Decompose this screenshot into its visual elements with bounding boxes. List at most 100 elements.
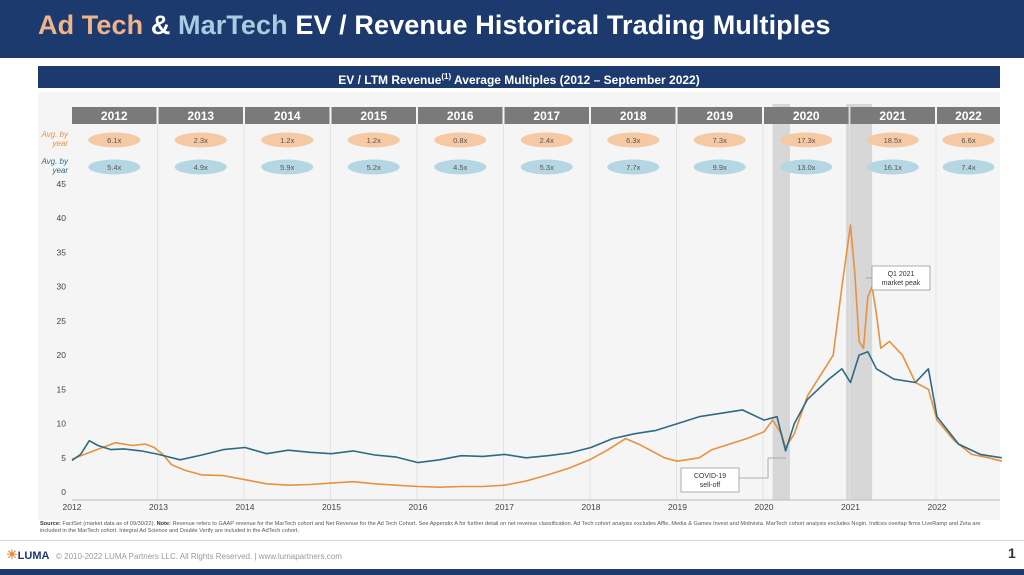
martech-avg-2013: 4.9x: [194, 163, 208, 172]
x-tick-2018: 2018: [582, 502, 601, 512]
adtech-pill-2021: [866, 132, 919, 148]
year-label-2020: 2020: [793, 109, 820, 123]
y-tick-35: 35: [57, 247, 67, 257]
source-note: Source: FactSet (market data as of 09/30…: [40, 521, 1000, 535]
martech-pill-2016: [434, 159, 487, 175]
martech-row-label-line2: year: [51, 166, 68, 175]
martech-pill-2013: [174, 159, 227, 175]
y-tick-5: 5: [61, 453, 66, 463]
series-line-martech: [71, 350, 1003, 464]
adtech-avg-2018: 6.3x: [626, 136, 640, 145]
year-header-2018: [591, 107, 676, 124]
adtech-pill-2022: [942, 132, 995, 148]
year-label-2019: 2019: [706, 109, 733, 123]
adtech-avg-2019: 7.3x: [713, 136, 727, 145]
martech-pill-2020: [780, 159, 833, 175]
year-label-2021: 2021: [879, 109, 906, 123]
x-tick-2021: 2021: [841, 502, 860, 512]
title-amp: &: [143, 10, 179, 40]
adtech-pill-2015: [347, 132, 400, 148]
note-label: Note:: [156, 521, 171, 527]
martech-pill-2014: [261, 159, 314, 175]
year-label-2016: 2016: [447, 109, 474, 123]
x-tick-2014: 2014: [236, 502, 255, 512]
adtech-pill-2018: [607, 132, 660, 148]
annotation-box-covid: [680, 467, 740, 493]
sun-icon: ☀: [6, 547, 18, 562]
adtech-pill-2013: [174, 132, 227, 148]
x-tick-2012: 2012: [63, 502, 82, 512]
martech-pill-2019: [693, 159, 746, 175]
martech-avg-2019: 9.9x: [713, 163, 727, 172]
martech-avg-2016: 4.5x: [453, 163, 467, 172]
martech-avg-2022: 7.4x: [961, 163, 975, 172]
x-tick-2019: 2019: [668, 502, 687, 512]
logo-text: LUMA: [17, 550, 50, 562]
martech-avg-2012: 5.4x: [107, 163, 121, 172]
year-header-2019: [677, 107, 762, 124]
year-header-2016: [418, 107, 503, 124]
year-label-2014: 2014: [274, 109, 301, 123]
title-martech: MarTech: [178, 10, 288, 40]
year-header-2022: [937, 107, 1000, 124]
adtech-avg-2012: 6.1x: [107, 136, 121, 145]
year-header-2012: [72, 107, 157, 124]
shaded-period-1: [846, 104, 873, 500]
year-header-2020: [764, 107, 849, 124]
y-tick-45: 45: [57, 179, 67, 189]
adtech-row-label-line1: Avg. by: [40, 130, 69, 139]
source-text: FactSet (market data as of 09/30/22).: [60, 521, 157, 527]
x-tick-2017: 2017: [495, 502, 514, 512]
y-tick-0: 0: [61, 487, 66, 497]
martech-pill-2018: [607, 159, 660, 175]
adtech-avg-2020: 17.3x: [797, 136, 816, 145]
martech-avg-2017: 5.3x: [540, 163, 554, 172]
adtech-avg-2016: 0.8x: [453, 136, 467, 145]
adtech-pill-2016: [434, 132, 487, 148]
x-tick-2015: 2015: [322, 502, 341, 512]
martech-avg-2014: 5.9x: [280, 163, 294, 172]
source-label: Source:: [40, 521, 61, 527]
martech-pill-2012: [88, 159, 141, 175]
subtitle-footnote: (1): [441, 72, 452, 81]
subtitle-suffix: Average Multiples (2012 – September 2022…: [451, 73, 700, 87]
year-header-2013: [158, 107, 243, 124]
adtech-avg-2015: 1.2x: [367, 136, 381, 145]
year-label-2018: 2018: [620, 109, 647, 123]
x-tick-2016: 2016: [409, 502, 428, 512]
martech-pill-2021: [866, 159, 919, 175]
note-text: Revenue refers to GAAP revenue for the M…: [40, 521, 981, 534]
header-bar: [0, 0, 1024, 58]
annotation-covid-line2: sell-off: [700, 482, 721, 489]
y-tick-25: 25: [57, 316, 67, 326]
title-adtech: Ad Tech: [38, 10, 144, 40]
martech-pill-2022: [942, 159, 995, 175]
adtech-pill-2012: [88, 132, 141, 148]
adtech-avg-2014: 1.2x: [280, 136, 294, 145]
annotation-peak-line1: Q1 2021: [888, 271, 915, 278]
y-tick-10: 10: [57, 419, 67, 429]
x-tick-2013: 2013: [149, 502, 168, 512]
martech-row-label-line1: Avg. by: [40, 157, 69, 166]
x-tick-2020: 2020: [755, 502, 774, 512]
year-label-2013: 2013: [187, 109, 214, 123]
year-header-2015: [331, 107, 416, 124]
year-label-2015: 2015: [360, 109, 387, 123]
adtech-pill-2017: [520, 132, 573, 148]
y-tick-40: 40: [57, 213, 67, 223]
year-header-2021: [850, 107, 935, 124]
year-header-2014: [245, 107, 330, 124]
annotation-covid-connector: [739, 457, 786, 479]
luma-logo: ☀LUMA: [6, 547, 49, 563]
martech-avg-2020: 13.0x: [797, 163, 816, 172]
annotation-covid-line1: COVID-19: [694, 473, 726, 480]
title-rest: EV / Revenue Historical Trading Multiple…: [287, 10, 831, 40]
martech-avg-2021: 16.1x: [884, 163, 903, 172]
subtitle-prefix: EV / LTM Revenue: [338, 73, 442, 87]
x-tick-2022: 2022: [928, 502, 947, 512]
adtech-pill-2019: [693, 132, 746, 148]
year-label-2017: 2017: [533, 109, 560, 123]
year-label-2012: 2012: [101, 109, 128, 123]
adtech-pill-2014: [261, 132, 314, 148]
